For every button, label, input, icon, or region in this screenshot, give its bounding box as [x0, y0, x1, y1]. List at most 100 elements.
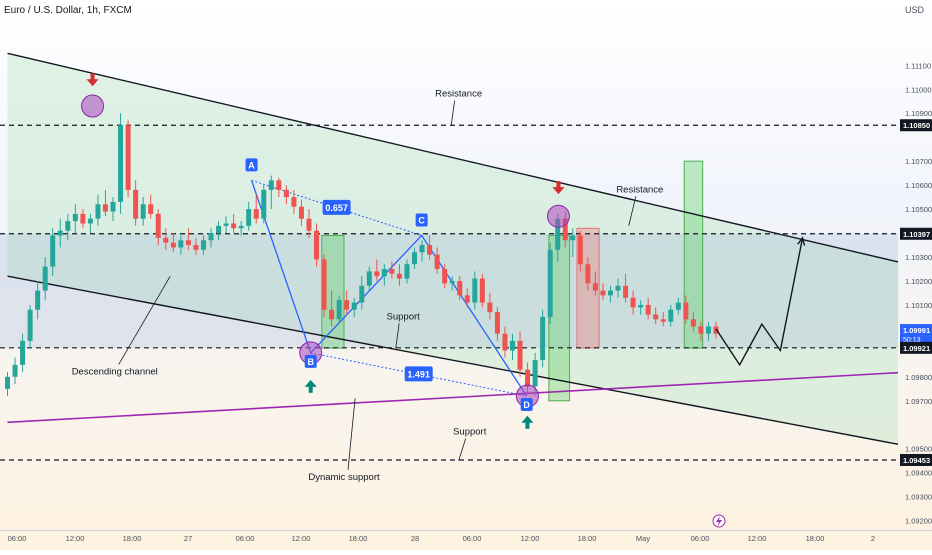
pattern-point-c: C [416, 213, 428, 226]
price-badge-text: 1.10397 [903, 230, 930, 239]
arrow-shaft [525, 422, 529, 429]
candle-body [457, 281, 462, 295]
x-tick-label: 18:00 [578, 534, 597, 543]
x-tick-label: 18:00 [806, 534, 825, 543]
candle-body [201, 240, 206, 250]
arrow-marker-up-3 [305, 380, 317, 393]
candle-body [578, 235, 583, 264]
candle-body [156, 214, 161, 238]
candle-body [518, 341, 523, 370]
y-tick-label: 1.09700 [905, 397, 932, 406]
candle-body [306, 219, 311, 231]
arrow-head [305, 380, 317, 387]
candle-body [661, 319, 666, 321]
pattern-point-label: D [523, 400, 530, 410]
annotation-text: Descending channel [72, 366, 158, 377]
symbol-title: Euro / U.S. Dollar, 1h, FXCM [4, 5, 132, 16]
y-tick-label: 1.10500 [905, 205, 932, 214]
candle-body [193, 245, 198, 250]
candle-body [389, 269, 394, 274]
candle-body [683, 303, 688, 320]
candle-body [337, 300, 342, 319]
candle-body [141, 204, 146, 218]
candle-body [502, 334, 507, 351]
candle-body [404, 264, 409, 278]
candle-body [450, 281, 455, 283]
price-badge-1: 1.10850 [900, 119, 932, 131]
annotation-text: Dynamic support [308, 472, 380, 483]
candle-body [616, 286, 621, 291]
range-zone [0, 234, 898, 348]
candle-body [73, 214, 78, 221]
annotation-text: Resistance [435, 88, 482, 99]
candle-body [495, 312, 500, 334]
candle-body [58, 231, 63, 236]
candle-body [111, 202, 116, 212]
highlight-circle-3 [547, 205, 569, 227]
y-tick-label: 1.10700 [905, 157, 932, 166]
candle-body [20, 341, 25, 365]
candle-body [186, 240, 191, 245]
candle-body [435, 255, 440, 269]
candle-body [412, 252, 417, 264]
candle-body [352, 303, 357, 310]
candle-body [239, 226, 244, 228]
candle-body [103, 204, 108, 211]
candle-body [427, 245, 432, 255]
candle-body [623, 286, 628, 298]
candle-body [291, 197, 296, 207]
plot-area[interactable]: ABCD0.6571.491ResistanceResistanceSuppor… [0, 53, 932, 483]
candle-body [246, 209, 251, 226]
candle-body [216, 226, 221, 233]
candle-body [284, 190, 289, 197]
candle-body [540, 317, 545, 360]
candle-body [533, 360, 538, 386]
candle-body [600, 291, 605, 296]
annotation-pointer [459, 438, 466, 460]
candle-body [65, 221, 70, 231]
candle-body [133, 190, 138, 219]
pattern-point-b: B [305, 355, 317, 368]
x-tick-label: 18:00 [349, 534, 368, 543]
price-badge-2: 1.10397 [900, 228, 932, 240]
y-tick-label: 1.09500 [905, 445, 932, 454]
candle-body [269, 180, 274, 190]
lightning-icon[interactable] [713, 515, 725, 527]
candle-body [691, 319, 696, 326]
candle-body [374, 271, 379, 276]
candle-body [382, 269, 387, 276]
candle-body [593, 283, 598, 290]
candle-body [525, 370, 530, 387]
price-badge-5: 1.09453 [900, 454, 932, 466]
arrow-marker-up-4 [521, 416, 533, 429]
candle-body [585, 264, 590, 283]
y-tick-label: 1.10300 [905, 253, 932, 262]
candle-body [276, 180, 281, 190]
annotation-1: Resistance [435, 88, 482, 125]
pattern-point-label: B [307, 357, 314, 367]
candle-body [653, 315, 658, 320]
candle-body [88, 219, 93, 224]
ratio-label-2: 1.491 [405, 366, 433, 381]
y-tick-label: 1.09300 [905, 493, 932, 502]
ratio-label-text: 0.657 [325, 203, 348, 213]
candle-body [480, 279, 485, 303]
arrow-shaft [309, 386, 313, 393]
y-tick-label: 1.09800 [905, 373, 932, 382]
candle-body [631, 298, 636, 308]
arrow-shaft [556, 181, 560, 188]
candle-body [668, 310, 673, 322]
candle-body [608, 291, 613, 296]
price-badge-text: 1.09991 [903, 326, 930, 335]
candle-body [178, 240, 183, 247]
candle-body [397, 274, 402, 279]
candle-body [487, 303, 492, 313]
candle-body [126, 125, 131, 190]
x-tick-label: 2 [871, 534, 875, 543]
x-tick-label: 06:00 [236, 534, 255, 543]
x-tick-label: 12:00 [292, 534, 311, 543]
